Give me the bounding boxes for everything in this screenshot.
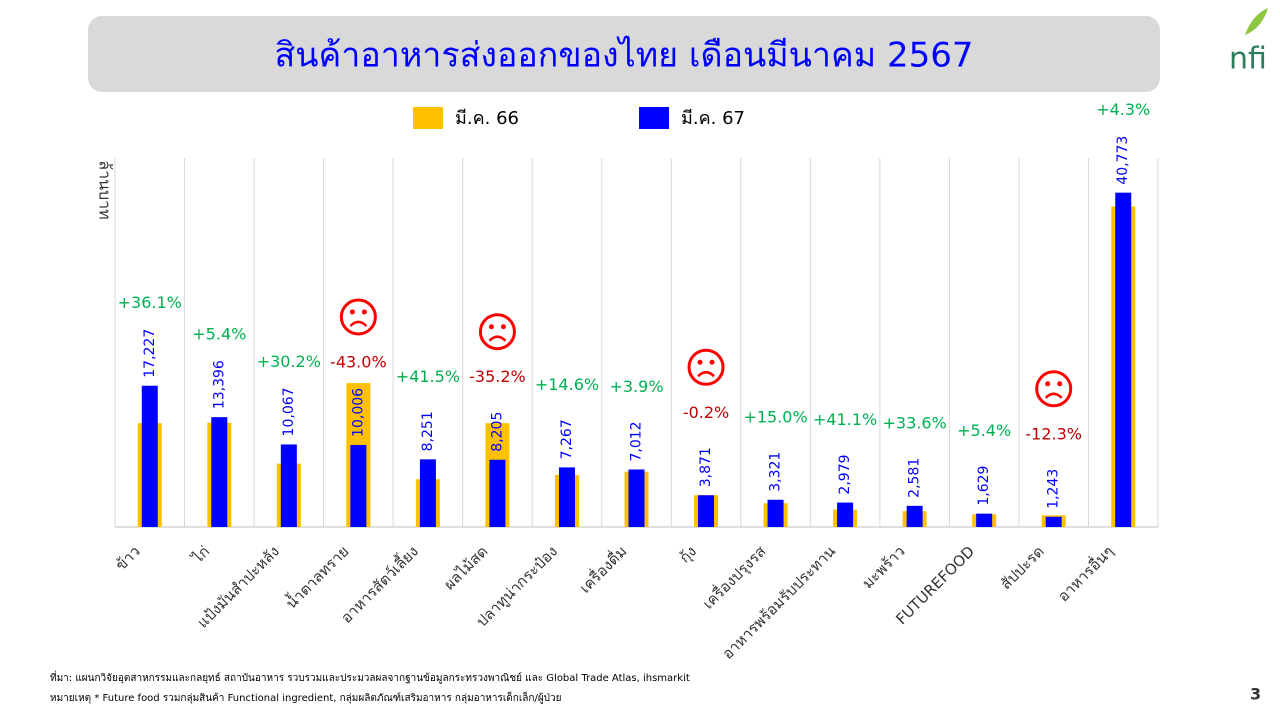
bar	[976, 513, 993, 527]
value-label: 7,267	[559, 419, 575, 459]
value-label: 10,067	[281, 387, 297, 436]
sad-mouth	[697, 371, 715, 378]
x-tick-label: ผลไม้สด	[440, 542, 491, 593]
value-label: 7,012	[629, 421, 645, 461]
growth-label: +41.5%	[396, 367, 460, 386]
x-tick-label: กุ้ง	[676, 542, 701, 567]
growth-label: +14.6%	[535, 375, 599, 394]
x-tick-label: อาหารอื่นๆ	[1053, 541, 1117, 605]
logo-leaf	[1245, 8, 1268, 35]
sad-eye	[1045, 381, 1051, 387]
bar	[1045, 516, 1062, 527]
x-tick-label: เครื่องดื่ม	[575, 541, 631, 597]
sad-eye	[361, 309, 367, 315]
value-label: 13,396	[211, 360, 227, 409]
x-tick-label: เครื่องปรุงรส	[698, 541, 771, 614]
value-label: 1,629	[976, 466, 992, 506]
value-label: 17,227	[142, 329, 158, 378]
legend-label: มี.ค. 67	[681, 108, 745, 129]
sad-mouth	[1044, 392, 1063, 399]
value-label: 2,581	[907, 458, 923, 498]
value-label: 8,205	[489, 412, 505, 452]
footnote: ที่มา: แผนกวิจัยอุตสาหกรรมและกลยุทธ์ สถา…	[50, 670, 690, 684]
sad-face	[1035, 370, 1073, 408]
growth-label: -0.2%	[683, 403, 729, 422]
growth-label: +3.9%	[609, 377, 663, 396]
chart-title: สินค้าอาหารส่งออกของไทย เดือนมีนาคม 2567	[275, 36, 974, 76]
value-label: 10,006	[350, 388, 366, 437]
sad-eye	[349, 309, 355, 315]
growth-label: +41.1%	[813, 410, 877, 429]
sad-eye	[697, 359, 703, 365]
growth-label: +5.4%	[957, 421, 1011, 440]
bar	[698, 495, 715, 527]
value-label: 40,773	[1115, 136, 1131, 185]
value-label: 2,979	[837, 454, 853, 494]
growth-label: -35.2%	[469, 367, 526, 386]
legend-label: มี.ค. 66	[455, 108, 519, 129]
growth-label: +36.1%	[118, 293, 182, 312]
sad-eye	[1057, 381, 1063, 387]
bar	[1115, 192, 1132, 527]
sad-face	[339, 298, 377, 336]
y-axis-label: ล้านบาท	[96, 160, 115, 219]
growth-label: +30.2%	[257, 352, 321, 371]
sad-mouth	[349, 320, 368, 327]
logo: nfi	[1229, 42, 1267, 77]
title-box	[88, 16, 1160, 92]
x-tick-label: น้ำตาลทราย	[281, 541, 353, 613]
value-label: 3,321	[768, 452, 784, 492]
bar	[211, 417, 228, 527]
page-number: 3	[1250, 685, 1261, 704]
x-tick-label: อาหารพร้อมรับประทาน	[719, 542, 840, 663]
bar	[767, 499, 784, 527]
sad-eye	[500, 324, 506, 330]
value-label: 8,251	[420, 411, 436, 451]
sad-eye	[709, 359, 715, 365]
value-label: 3,871	[698, 447, 714, 487]
bar	[558, 467, 575, 527]
x-tick-label: มะพร้าว	[859, 542, 909, 592]
bar	[906, 505, 923, 527]
growth-label: +4.3%	[1096, 100, 1150, 119]
sad-eye	[488, 324, 494, 330]
value-label: 1,243	[1046, 469, 1062, 509]
bar	[141, 385, 158, 527]
sad-mouth	[488, 335, 507, 342]
legend-swatch	[413, 107, 443, 129]
sad-face	[478, 313, 516, 351]
x-tick-label: สัปปะรด	[997, 542, 1048, 593]
x-tick-label: ไก่	[188, 542, 213, 567]
x-tick-label: ข้าว	[112, 542, 144, 574]
footnote: หมายเหตุ * Future food รวมกลุ่มสินค้า Fu…	[50, 690, 562, 704]
bar	[419, 459, 436, 527]
growth-label: -43.0%	[330, 352, 387, 371]
growth-label: +15.0%	[743, 407, 807, 426]
legend-swatch	[639, 107, 669, 129]
sad-face	[687, 348, 725, 386]
bar	[489, 459, 506, 527]
growth-label: +5.4%	[192, 325, 246, 344]
growth-label: -12.3%	[1025, 424, 1082, 443]
bar	[350, 444, 367, 527]
bar	[837, 502, 854, 527]
bar	[280, 444, 297, 527]
growth-label: +33.6%	[883, 413, 947, 432]
bar	[628, 469, 645, 527]
